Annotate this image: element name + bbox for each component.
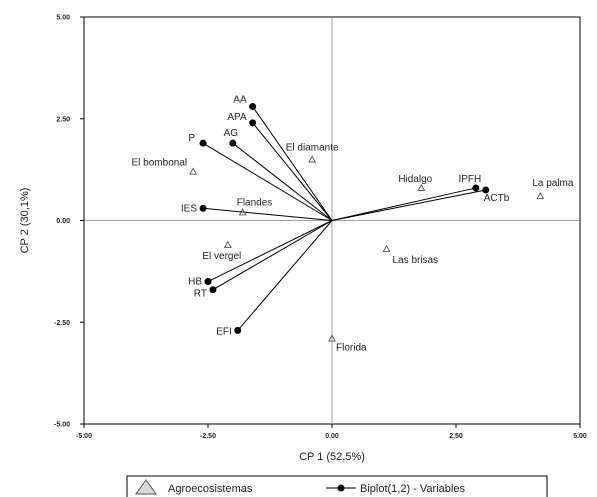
vector-line [331, 189, 486, 221]
vector-endpoint [472, 184, 480, 192]
y-tick-label: -2.50 [54, 320, 70, 327]
vector-endpoint [249, 103, 257, 111]
vector-label: IES [181, 203, 197, 214]
vector-line [237, 220, 333, 331]
vector-endpoint [209, 286, 217, 294]
agroecosystem-label: El vergel [202, 251, 241, 262]
agroecosystem-marker [328, 334, 336, 342]
agroecosystem-label: Las brisas [393, 255, 439, 266]
vector-endpoint [249, 119, 257, 127]
agroecosystem-marker [189, 167, 198, 175]
vector-label: EFI [216, 326, 232, 337]
legend-dot-marker [337, 484, 345, 492]
agroecosystem-label: La palma [532, 178, 574, 189]
x-tick-label: 2.50 [449, 433, 463, 440]
vector-endpoint [199, 139, 207, 147]
agroecosystem-label: El diamante [286, 142, 339, 153]
vector-line [207, 220, 333, 282]
vector-label: AA [233, 95, 247, 106]
agroecosystem-label: El bombonal [132, 158, 188, 169]
agroecosystem-label: Florida [336, 343, 367, 354]
x-axis-title: CP 1 (52,5%) [299, 451, 365, 463]
x-tick-label: 5.00 [573, 433, 587, 440]
vector-line [331, 187, 476, 221]
vector-label: ACTb [484, 193, 510, 204]
agroecosystem-marker [382, 244, 391, 253]
vector-label: APA [227, 112, 247, 123]
axis-ticks: -5.00 -2.50 0.00 2.50 5.00 -5.00 -2.50 0.00 2.50… [54, 15, 587, 441]
y-tick-label: 5.00 [56, 15, 70, 22]
vector-label: AG [224, 128, 239, 139]
vector-label: P [188, 133, 195, 144]
legend-triangle-marker [135, 479, 157, 495]
legend: Agroecosistemas Biplot(1,2) - Variables [126, 475, 548, 497]
vector-line [212, 220, 333, 291]
vector-endpoint [229, 139, 237, 147]
vector-line [202, 207, 333, 221]
agroecosystem-marker [238, 208, 247, 216]
agroecosystem-marker [308, 155, 317, 163]
vector-endpoint [234, 326, 242, 334]
y-tick-label: 2.50 [56, 116, 70, 123]
agroecosystem-marker [223, 240, 232, 248]
vector-label: HB [188, 277, 202, 288]
legend-label-variables: Biplot(1,2) - Variables [360, 483, 465, 495]
agroecosystem-points: El bombonal Flandes El vergel El diamante Hi… [132, 142, 574, 353]
agroecosystem-label: Flandes [237, 197, 273, 208]
vector-endpoint [199, 204, 207, 212]
agroecosystem-marker [536, 191, 545, 200]
vector-endpoint [482, 186, 490, 194]
vector-line [202, 142, 333, 221]
agroecosystem-marker [417, 183, 426, 191]
y-tick-label: 0.00 [56, 218, 70, 225]
vector-line [252, 122, 333, 221]
legend-label-agroecosistemas: Agroecosistemas [168, 483, 253, 495]
agroecosystem-label: Hidalgo [398, 174, 432, 185]
vector-endpoint [204, 278, 212, 286]
y-axis-title: CP 2 (30,1%) [19, 188, 31, 254]
vector-line [232, 142, 333, 221]
x-tick-label: 0.00 [325, 433, 339, 440]
vector-line [252, 106, 333, 221]
y-tick-label: -5.00 [54, 422, 70, 429]
vector-label: IPFH [458, 174, 481, 185]
x-tick-label: -2.50 [200, 433, 216, 440]
x-tick-label: -5.00 [76, 433, 92, 440]
legend-box [126, 475, 548, 497]
vector-label: RT [194, 289, 207, 300]
